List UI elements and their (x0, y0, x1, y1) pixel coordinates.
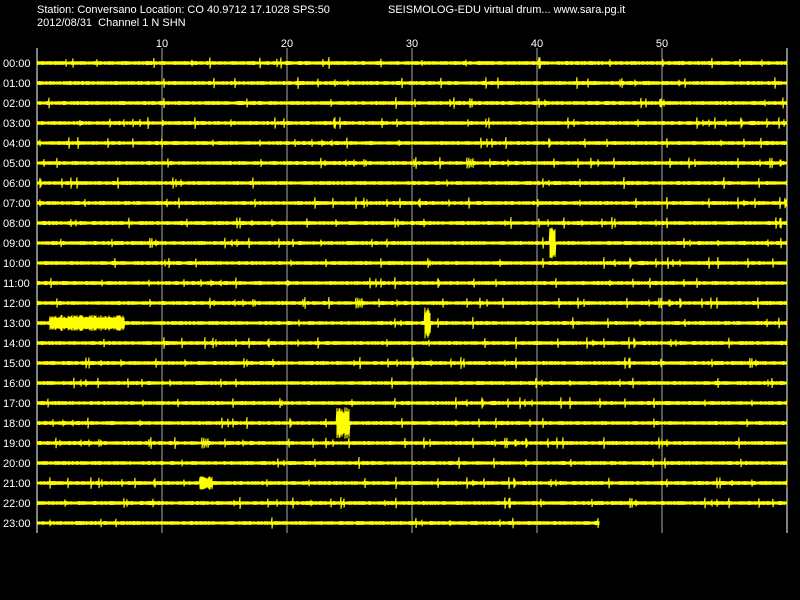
row-label-0000: 00:00 (3, 58, 31, 70)
row-label-2000: 20:00 (3, 458, 31, 470)
row-label-1600: 16:00 (3, 378, 31, 390)
row-label-0100: 01:00 (3, 78, 31, 90)
row-label-1100: 11:00 (3, 278, 30, 290)
row-label-1800: 18:00 (3, 418, 31, 430)
row-label-0700: 07:00 (3, 198, 31, 210)
date-channel-info: 2012/08/31 Channel 1 N SHN (37, 17, 186, 29)
row-label-1700: 17:00 (3, 398, 31, 410)
row-label-1300: 13:00 (3, 318, 31, 330)
x-tick-label-30: 30 (406, 38, 418, 50)
source-info: SEISMOLOG-EDU virtual drum... www.sara.p… (388, 4, 626, 16)
x-tick-label-50: 50 (656, 38, 668, 50)
row-label-0900: 09:00 (3, 238, 31, 250)
row-label-0300: 03:00 (3, 118, 31, 130)
row-label-1900: 19:00 (3, 438, 31, 450)
row-label-0400: 04:00 (3, 138, 31, 150)
row-label-1500: 15:00 (3, 358, 31, 370)
row-label-0600: 06:00 (3, 178, 31, 190)
row-label-1400: 14:00 (3, 338, 31, 350)
row-label-0500: 05:00 (3, 158, 31, 170)
row-label-0800: 08:00 (3, 218, 31, 230)
row-label-0200: 02:00 (3, 98, 31, 110)
x-tick-label-20: 20 (281, 38, 293, 50)
x-tick-label-40: 40 (531, 38, 543, 50)
row-label-2100: 21:00 (3, 478, 31, 490)
row-label-2200: 22:00 (3, 498, 31, 510)
row-label-1000: 10:00 (3, 258, 31, 270)
row-label-2300: 23:00 (3, 518, 31, 530)
row-label-1200: 12:00 (3, 298, 31, 310)
station-info: Station: Conversano Location: CO 40.9712… (37, 4, 330, 16)
x-tick-label-10: 10 (156, 38, 168, 50)
